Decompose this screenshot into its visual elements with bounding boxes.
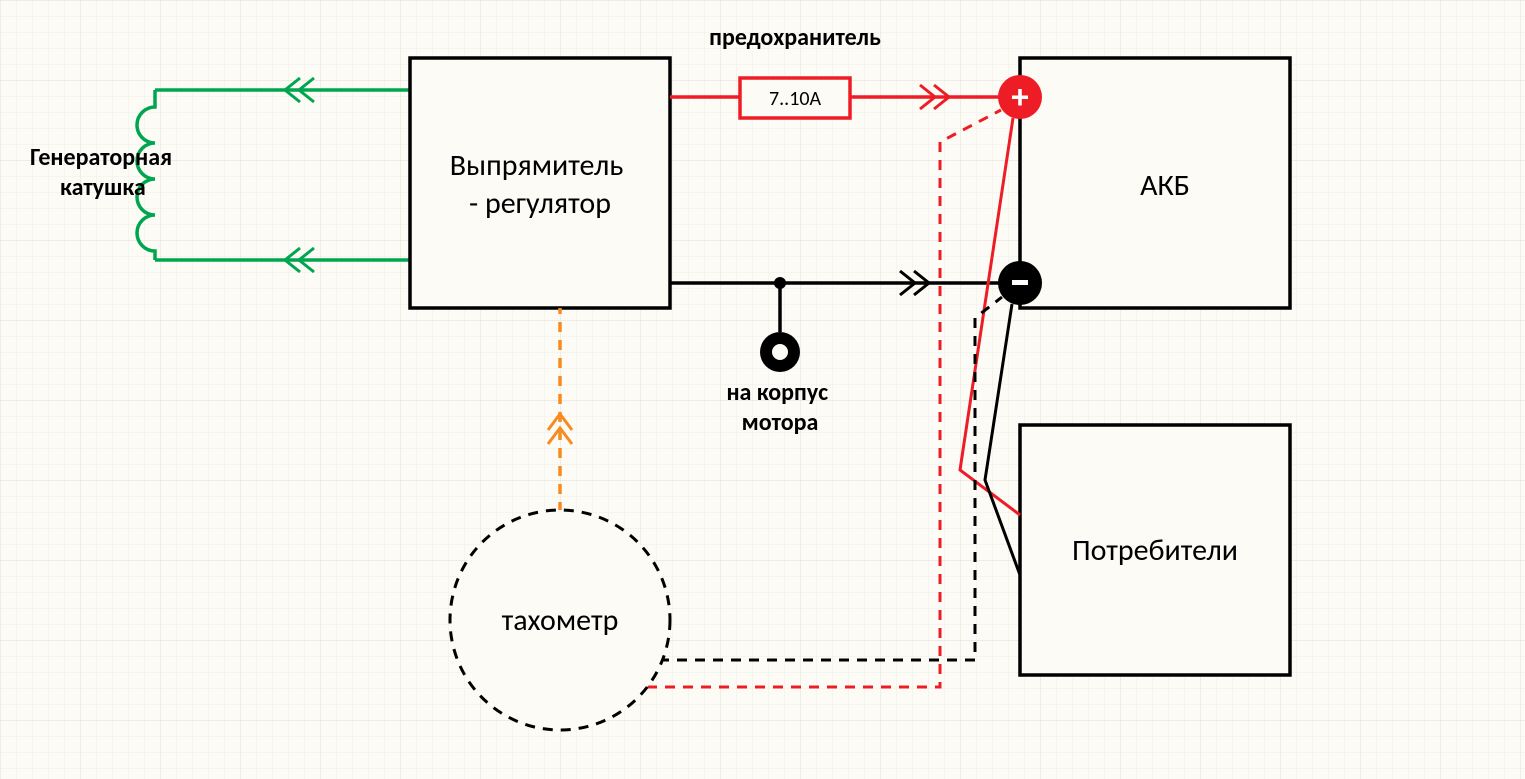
battery-plus-terminal: + <box>998 75 1042 119</box>
wiring-diagram: Генераторная катушка Выпрямитель - регул… <box>0 0 1525 779</box>
svg-text:+: + <box>1011 79 1030 115</box>
consumers-block: Потребители <box>1020 425 1290 675</box>
battery-minus-terminal <box>998 261 1042 305</box>
svg-text:АКБ: АКБ <box>1140 167 1190 204</box>
ground-terminal-icon <box>760 332 800 372</box>
svg-text:тахометр: тахометр <box>502 602 619 639</box>
battery-block: АКБ <box>1020 58 1290 308</box>
fuse-value: 7..10А <box>769 87 822 111</box>
junction-dot <box>774 277 786 289</box>
fuse-title: предохранитель <box>709 23 881 52</box>
ground-label: на корпус мотора <box>726 378 833 437</box>
svg-text:Выпрямитель - регулятор: Выпрямитель - регулятор <box>450 147 630 222</box>
rectifier-regulator-block: Выпрямитель - регулятор <box>410 58 670 308</box>
tachometer-block: тахометр <box>450 510 670 730</box>
svg-text:Потребители: Потребители <box>1072 532 1238 569</box>
